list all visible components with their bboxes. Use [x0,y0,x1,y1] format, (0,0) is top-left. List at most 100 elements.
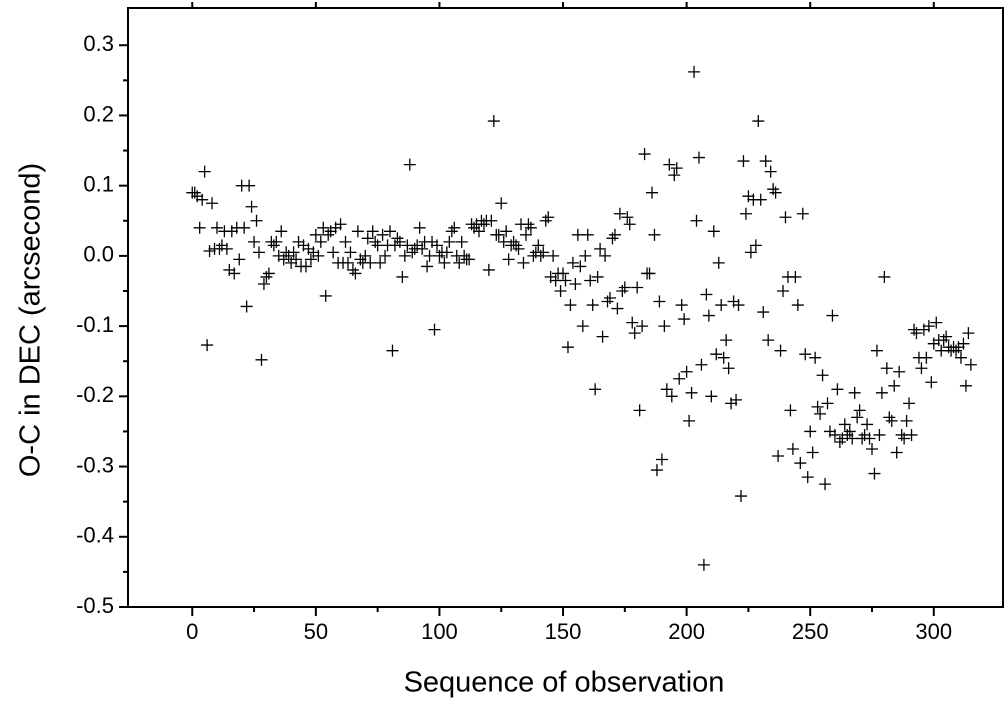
point [730,393,743,406]
point [396,270,409,283]
point [270,235,283,248]
point [940,330,953,343]
point [702,309,715,322]
point [796,207,809,220]
point [250,214,263,227]
point [833,435,846,448]
point [537,246,550,259]
point [722,362,735,375]
point [596,330,609,343]
point [623,218,636,231]
point [206,197,219,210]
x-tick-label: 150 [545,619,582,644]
point [660,383,673,396]
point [304,253,317,266]
point [502,253,515,266]
y-tick-label: -0.3 [76,452,114,477]
point [472,225,485,238]
point [341,256,354,269]
point [477,218,490,231]
point [403,158,416,171]
point [482,263,495,276]
x-tick-label: 50 [304,619,328,644]
point [954,351,967,364]
point [262,267,275,280]
point [398,249,411,262]
point [786,442,799,455]
point [870,344,883,357]
point [191,190,204,203]
point [534,249,547,262]
point [510,239,523,252]
point [720,334,733,347]
point [658,320,671,333]
point [238,221,251,234]
point [245,200,258,213]
point [680,365,693,378]
point [806,446,819,459]
point [319,289,332,302]
y-tick-label: 0.2 [83,101,114,126]
point [233,253,246,266]
point [388,239,401,252]
point [754,193,767,206]
point [752,115,765,128]
point [900,414,913,427]
point [500,225,513,238]
point [851,411,864,424]
point [277,253,290,266]
point [841,428,854,441]
point [885,414,898,427]
point [426,235,439,248]
point [769,186,782,199]
point [650,464,663,477]
point [327,246,340,259]
point [561,341,574,354]
point [524,221,537,234]
y-tick-label: -0.5 [76,593,114,618]
point [544,270,557,283]
point [532,239,545,252]
x-axis-label: Sequence of observation [404,667,725,699]
point [734,490,747,503]
point [594,242,607,255]
point [663,158,676,171]
point [314,235,327,248]
point [665,390,678,403]
point [749,239,762,252]
point [297,239,310,252]
point [779,211,792,224]
point [603,292,616,305]
point [683,414,696,427]
point [366,225,379,238]
point [668,169,681,182]
point [495,197,508,210]
point [581,228,594,241]
y-axis-label: O-C in DEC (arcsecond) [15,163,47,477]
point [421,260,434,273]
point [260,270,273,283]
point [917,323,930,336]
y-tick-label: -0.1 [76,312,114,337]
point [361,232,374,245]
point [349,267,362,280]
point [858,428,871,441]
point [823,425,836,438]
point [406,246,419,259]
point [559,274,572,287]
point [384,225,397,238]
point [307,246,320,259]
point [591,270,604,283]
point [324,225,337,238]
point [715,299,728,312]
point [613,207,626,220]
point [759,155,772,168]
x-tick-label: 0 [186,619,198,644]
point [883,411,896,424]
point [203,244,216,257]
point [542,211,555,224]
point [557,267,570,280]
point [487,115,500,128]
